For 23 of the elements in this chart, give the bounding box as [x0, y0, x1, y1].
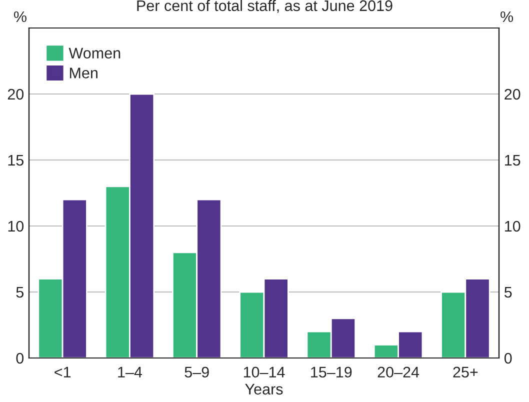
legend-label: Men	[70, 68, 98, 78]
x-tick-label: <1	[54, 366, 71, 378]
x-tick-label: 25+	[453, 366, 478, 378]
y-tick-label: 0	[16, 352, 24, 364]
y2-tick-label: 5	[504, 287, 512, 298]
y2-tick-label: 10	[505, 220, 520, 232]
x-tick-label: 5–9	[184, 366, 209, 378]
legend-label: Women	[68, 48, 120, 59]
chart-subtitle: Per cent of total staff, as at June 2019	[137, 0, 392, 13]
y2-axis-title: %	[500, 11, 514, 22]
y2-tick-label: 20	[504, 88, 520, 100]
x-tick-label: 20–24	[378, 366, 420, 378]
y-tick-label: 10	[8, 220, 24, 232]
y-tick-label: 20	[8, 88, 24, 100]
x-axis-title: Years	[245, 384, 283, 395]
x-tick-label: 10–14	[244, 366, 285, 378]
y-tick-label: 15	[8, 155, 24, 166]
y2-tick-label: 15	[505, 155, 520, 166]
y-tick-label: 5	[16, 287, 24, 298]
x-tick-label: 15–19	[311, 366, 352, 378]
y-axis-title: %	[14, 11, 26, 22]
y2-tick-label: 0	[504, 352, 512, 364]
x-tick-label: 1–4	[118, 366, 142, 378]
